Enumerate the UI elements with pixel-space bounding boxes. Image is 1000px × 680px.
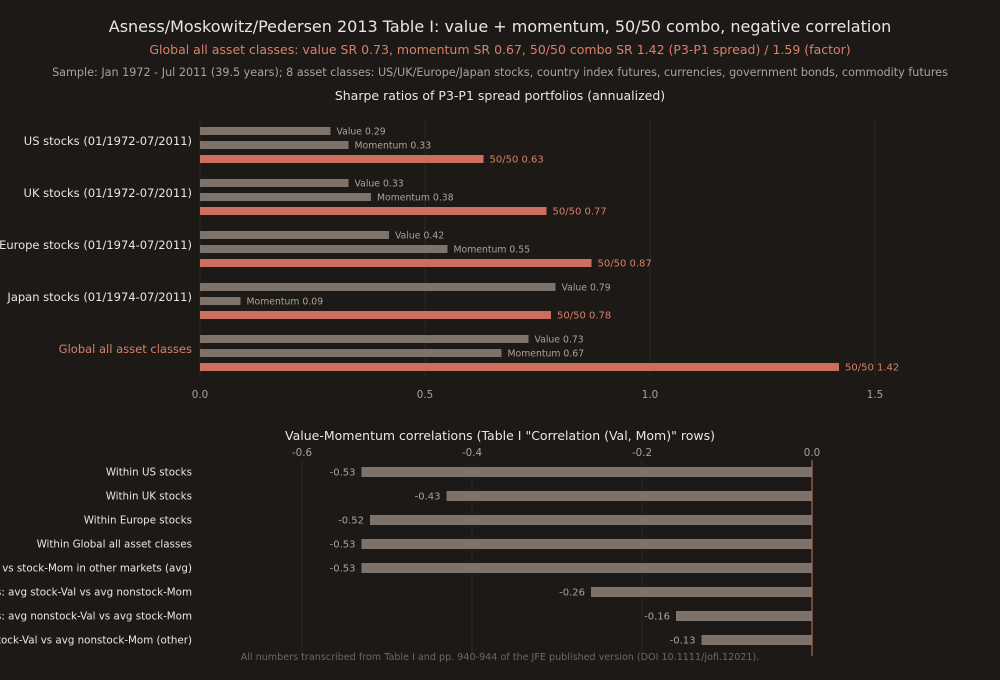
sharpe-bar-value	[200, 231, 389, 239]
sharpe-bar-combo	[200, 259, 592, 267]
correlation-value-label: -0.53	[330, 564, 356, 575]
sharpe-bar-momentum	[200, 141, 349, 149]
correlation-row-label: Within Global all asset classes	[37, 539, 192, 551]
sample-note: Sample: Jan 1972 - Jul 2011 (39.5 years)…	[52, 66, 948, 79]
sharpe-bar-label: Momentum 0.09	[247, 296, 324, 307]
correlation-bar	[591, 587, 812, 597]
sharpe-bar-label: 50/50 0.87	[598, 258, 652, 269]
sharpe-bar-label: Value 0.33	[355, 178, 404, 189]
chart-title: Asness/Moskowitz/Pedersen 2013 Table I: …	[109, 17, 892, 36]
sharpe-bar-label: Momentum 0.38	[377, 192, 454, 203]
sharpe-group-label: Global all asset classes	[59, 342, 192, 356]
footer-note: All numbers transcribed from Table I and…	[241, 652, 760, 663]
correlation-row-label: stock-Val vs avg nonstock-Mom (other)	[0, 635, 192, 647]
sharpe-bar-value	[200, 335, 529, 343]
correlation-row-label: Within UK stocks	[106, 491, 192, 503]
sharpe-bar-combo	[200, 311, 551, 319]
correlation-x-tick-label: -0.4	[462, 447, 482, 459]
sharpe-group-label: Europe stocks (01/1974-07/2011)	[0, 238, 192, 252]
correlation-value-label: -0.13	[670, 636, 696, 647]
sharpe-bar-label: Value 0.79	[562, 282, 611, 293]
sharpe-ratio-chart: 0.0 0.5 1.0 1.5 US stocks (01/1972-07/2011) V…	[0, 120, 899, 401]
correlation-value-label: -0.26	[559, 588, 585, 599]
correlation-row-label: Within US stocks	[106, 467, 192, 479]
sharpe-bar-combo	[200, 363, 839, 371]
sharpe-bar-label: 50/50 0.63	[490, 154, 544, 165]
sharpe-x-tick-label: 1.5	[867, 389, 883, 401]
sharpe-bar-value	[200, 179, 349, 187]
sharpe-bar-label: 50/50 1.42	[845, 362, 899, 373]
correlation-bar	[701, 635, 812, 645]
sharpe-bar-label: Value 0.73	[535, 334, 584, 345]
sharpe-bar-combo	[200, 207, 547, 215]
correlation-row-label: al vs stock-Mom in other markets (avg)	[0, 563, 192, 575]
correlation-value-label: -0.53	[330, 540, 356, 551]
sharpe-bar-momentum	[200, 245, 448, 253]
sharpe-x-tick-label: 0.0	[192, 389, 208, 401]
sharpe-x-tick-label: 1.0	[642, 389, 658, 401]
sharpe-bar-value	[200, 283, 556, 291]
sharpe-bar-label: 50/50 0.78	[557, 310, 611, 321]
chart-subtitle: Global all asset classes: value SR 0.73,…	[149, 42, 850, 57]
sharpe-bar-momentum	[200, 193, 371, 201]
correlation-value-label: -0.52	[338, 516, 364, 527]
sharpe-group-label: Japan stocks (01/1974-07/2011)	[6, 290, 192, 304]
correlation-x-tick-label: 0.0	[804, 447, 820, 459]
correlation-x-tick-label: -0.2	[632, 447, 652, 459]
correlation-bar	[361, 467, 812, 477]
correlation-row-label: s: avg nonstock-Val vs avg stock-Mom	[0, 611, 192, 623]
correlation-bar	[361, 563, 812, 573]
correlation-row-label: Within Europe stocks	[84, 515, 192, 527]
sharpe-bar-momentum	[200, 349, 502, 357]
correlation-panel-title: Value-Momentum correlations (Table I "Co…	[285, 428, 715, 443]
sharpe-bar-label: Value 0.29	[337, 126, 386, 137]
sharpe-bar-label: Value 0.42	[395, 230, 444, 241]
sharpe-panel-title: Sharpe ratios of P3-P1 spread portfolios…	[335, 88, 665, 103]
sharpe-bar-momentum	[200, 297, 241, 305]
correlation-bar	[676, 611, 812, 621]
sharpe-bar-label: Momentum 0.33	[355, 140, 432, 151]
correlation-bar	[446, 491, 812, 501]
sharpe-group-label: UK stocks (01/1972-07/2011)	[24, 186, 192, 200]
correlation-bar	[361, 539, 812, 549]
sharpe-bar-value	[200, 127, 331, 135]
correlation-value-label: -0.43	[415, 492, 441, 503]
sharpe-group-label: US stocks (01/1972-07/2011)	[24, 134, 192, 148]
correlation-bar	[370, 515, 812, 525]
sharpe-bar-label: 50/50 0.77	[553, 206, 607, 217]
sharpe-x-tick-label: 0.5	[417, 389, 433, 401]
correlation-value-label: -0.16	[644, 612, 670, 623]
sharpe-bar-label: Momentum 0.67	[508, 348, 585, 359]
correlation-row-label: s: avg stock-Val vs avg nonstock-Mom	[0, 587, 192, 599]
sharpe-bar-label: Momentum 0.55	[454, 244, 531, 255]
correlation-x-tick-label: -0.6	[292, 447, 312, 459]
sharpe-bar-combo	[200, 155, 484, 163]
correlation-value-label: -0.53	[330, 468, 356, 479]
correlation-chart: -0.6 -0.4 -0.2 0.0 Within US stocks -0.53 With…	[0, 447, 820, 656]
